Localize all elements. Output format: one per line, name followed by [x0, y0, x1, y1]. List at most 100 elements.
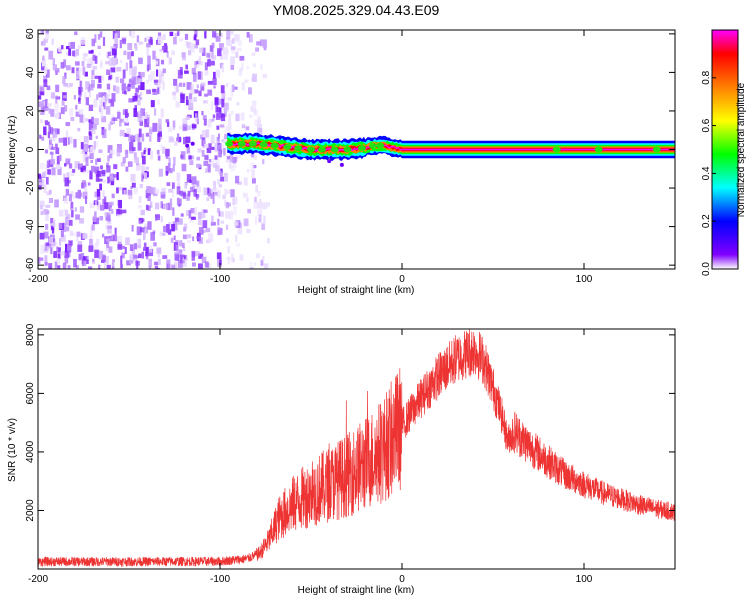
noise-speckle: [91, 69, 95, 76]
noise-speckle: [172, 221, 178, 231]
noise-speckle: [90, 56, 94, 65]
noise-speckle: [162, 146, 166, 154]
noise-speckle: [230, 46, 236, 51]
noise-speckle: [64, 209, 69, 216]
noise-speckle: [107, 239, 110, 248]
noise-speckle: [255, 216, 258, 225]
noise-speckle: [125, 62, 128, 71]
noise-speckle: [143, 112, 148, 120]
noise-speckle: [204, 93, 208, 97]
noise-speckle: [101, 96, 106, 106]
noise-speckle: [246, 168, 250, 173]
noise-speckle: [81, 182, 85, 189]
noise-speckle: [197, 148, 202, 153]
noise-speckle: [228, 211, 233, 220]
noise-speckle: [174, 85, 178, 94]
noise-speckle: [73, 139, 77, 148]
noise-speckle: [143, 229, 146, 238]
noise-speckle: [110, 207, 113, 214]
noise-speckle: [155, 214, 160, 221]
noise-speckle: [195, 250, 200, 256]
noise-speckle: [189, 90, 195, 95]
noise-speckle: [54, 103, 59, 113]
noise-speckle: [101, 116, 107, 123]
noise-speckle: [202, 139, 206, 149]
noise-speckle: [78, 163, 83, 170]
noise-speckle: [75, 192, 81, 199]
noise-speckle: [46, 210, 50, 214]
noise-speckle: [103, 93, 109, 102]
colorbar-gradient: [711, 29, 739, 270]
noise-speckle: [85, 157, 89, 167]
noise-speckle: [44, 149, 48, 154]
noise-speckle: [82, 66, 86, 76]
noise-speckle: [136, 93, 142, 100]
snr-x-tick-label: -100: [210, 574, 230, 585]
noise-speckle: [149, 128, 153, 135]
noise-speckle: [252, 100, 257, 107]
noise-speckle: [182, 118, 188, 124]
noise-speckle: [88, 83, 94, 91]
noise-speckle: [249, 34, 253, 43]
noise-speckle: [134, 134, 138, 142]
noise-speckle: [83, 143, 89, 152]
snr-x-label: Height of straight line (km): [298, 585, 415, 596]
noise-speckle: [204, 143, 210, 149]
noise-speckle: [246, 229, 251, 234]
noise-speckle: [60, 251, 66, 256]
noise-speckle: [253, 262, 257, 266]
noise-speckle: [71, 67, 75, 74]
noise-speckle: [45, 99, 48, 108]
snr-series-line: [38, 329, 675, 568]
noise-speckle: [106, 69, 110, 75]
noise-speckle: [203, 100, 208, 104]
noise-speckle: [162, 255, 168, 259]
spectrogram-x-tick-label: -100: [210, 274, 230, 285]
noise-speckle: [174, 217, 180, 222]
noise-speckle: [117, 111, 121, 119]
noise-speckle: [94, 34, 97, 43]
spectrogram-y-axis: 60 40 20 0 -20 -40 -60: [25, 28, 675, 272]
noise-speckle: [231, 49, 235, 54]
noise-speckle: [71, 201, 74, 209]
noise-speckle: [48, 198, 53, 203]
noise-speckle: [156, 79, 161, 88]
noise-speckle: [210, 158, 215, 167]
noise-speckle: [196, 84, 199, 89]
noise-speckle: [202, 187, 208, 196]
noise-speckle: [82, 114, 86, 124]
noise-speckle: [58, 222, 63, 230]
noise-speckle: [47, 131, 50, 139]
noise-speckle: [97, 83, 102, 89]
noise-speckle: [79, 268, 84, 269]
noise-speckle: [109, 70, 112, 75]
noise-speckle: [78, 97, 81, 102]
noise-speckle: [50, 223, 56, 228]
noise-speckle: [250, 162, 255, 172]
noise-speckle: [217, 218, 220, 226]
noise-speckle: [98, 264, 101, 269]
noise-speckle: [198, 56, 202, 63]
noise-speckle: [56, 258, 60, 264]
noise-speckle: [223, 199, 228, 207]
noise-speckle: [76, 236, 79, 241]
noise-speckle: [135, 260, 140, 266]
noise-speckle: [156, 247, 162, 254]
noise-speckle: [180, 213, 184, 217]
noise-speckle: [129, 255, 135, 264]
spectrogram-x-axis: -200 -100 0 100: [28, 30, 593, 285]
noise-speckle: [177, 259, 183, 268]
noise-speckle: [207, 188, 211, 196]
noise-speckle: [160, 59, 165, 65]
noise-speckle: [247, 208, 251, 214]
noise-speckle: [100, 165, 103, 170]
noise-speckle: [116, 66, 122, 72]
noise-speckle: [234, 196, 238, 205]
noise-speckle: [43, 75, 48, 83]
noise-speckle: [166, 202, 170, 211]
noise-speckle: [87, 182, 91, 186]
noise-speckle: [206, 52, 211, 58]
noise-speckle: [56, 156, 60, 165]
noise-speckle: [121, 252, 125, 259]
noise-speckle: [74, 207, 77, 212]
